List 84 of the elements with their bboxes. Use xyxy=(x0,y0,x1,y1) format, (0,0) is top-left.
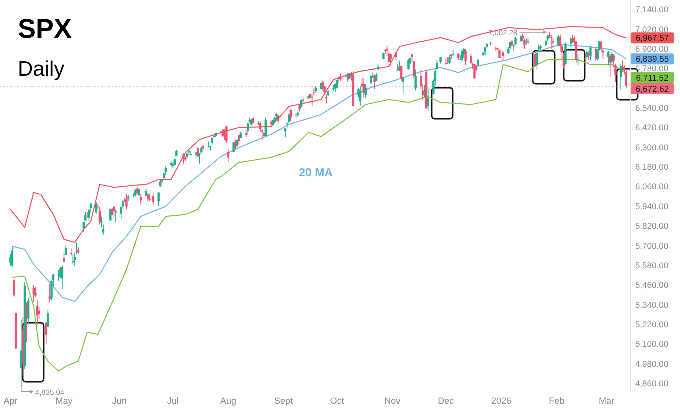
y-tick-label: 4,980.00 xyxy=(635,358,669,369)
y-tick-label: 5,940.00 xyxy=(635,201,669,212)
candlestick xyxy=(558,34,560,48)
y-tick-label: 5,220.00 xyxy=(635,319,669,330)
y-tick-label: 6,180.00 xyxy=(635,162,669,172)
candlestick xyxy=(536,50,538,70)
candlestick xyxy=(26,302,28,342)
candlestick xyxy=(384,48,387,54)
y-tick-label: 5,820.00 xyxy=(635,221,669,232)
candlestick xyxy=(13,278,16,298)
text: 20 MA xyxy=(299,168,333,180)
x-tick-label: Dec xyxy=(438,396,455,406)
candlestick xyxy=(290,109,292,122)
candlestick xyxy=(197,146,200,158)
candlestick xyxy=(590,46,592,62)
annotation: 6,967.57 xyxy=(636,33,670,44)
y-tick-label: 5,580.00 xyxy=(635,260,669,270)
text: SPX xyxy=(18,14,72,44)
candlestick xyxy=(414,69,417,92)
candlestick xyxy=(611,52,614,64)
y-tick-label: 6,060.00 xyxy=(635,182,669,192)
x-tick-label: Mar xyxy=(599,396,615,406)
y-tick-label: 7,140.00 xyxy=(635,4,669,15)
candlestick xyxy=(502,50,504,62)
y-tick-label: 6,900.00 xyxy=(635,44,669,54)
x-tick-label: May xyxy=(56,396,74,406)
candlestick xyxy=(408,58,410,70)
candlestick xyxy=(461,48,464,62)
text: Daily xyxy=(18,58,66,81)
y-tick-label: 6,540.00 xyxy=(635,102,669,113)
candlestick xyxy=(402,76,404,94)
candlestick xyxy=(584,54,586,66)
x-tick-label: Sept xyxy=(274,396,294,406)
candlestick xyxy=(390,53,392,66)
candlestick xyxy=(34,286,37,298)
candlestick xyxy=(209,146,212,152)
candlestick xyxy=(552,38,554,49)
candlestick xyxy=(264,117,268,136)
y-tick-label: 5,460.00 xyxy=(635,280,669,290)
ref-line-label: 6,672.62 xyxy=(636,84,670,94)
candlestick xyxy=(524,38,526,50)
y-tick-label: 7,020.00 xyxy=(635,24,669,34)
candlestick xyxy=(364,84,367,98)
x-tick-label: Oct xyxy=(330,396,345,406)
annotation: 6,839.55 xyxy=(636,54,670,64)
candlestick xyxy=(61,265,64,290)
candlestick xyxy=(577,54,580,66)
candlestick xyxy=(63,252,66,264)
candlestick xyxy=(47,310,50,328)
x-tick-label: Jul xyxy=(167,396,179,406)
y-tick-label: 6,300.00 xyxy=(635,142,669,152)
x-tick-label: Aug xyxy=(220,396,236,406)
candlestick xyxy=(470,54,472,66)
x-tick-label: 2026 xyxy=(491,396,512,406)
candlestick xyxy=(227,149,230,162)
y-tick-label: 5,700.00 xyxy=(635,240,669,251)
y-tick-label: 4,860.00 xyxy=(635,378,669,389)
candlestick xyxy=(464,48,467,66)
annotation: 6,711.52 xyxy=(636,72,669,83)
y-tick-label: 5,100.00 xyxy=(635,339,669,350)
candlestick xyxy=(246,123,250,136)
y-tick-label: 6,420.00 xyxy=(635,122,669,133)
candlestick xyxy=(361,78,364,94)
candlestick xyxy=(158,192,160,206)
candlestick xyxy=(362,78,366,98)
candlestick xyxy=(424,84,426,98)
candlestick xyxy=(88,208,90,222)
candlestick xyxy=(336,78,338,90)
line-series xyxy=(12,44,627,302)
x-tick-label: Jun xyxy=(112,396,127,406)
x-tick-label: Nov xyxy=(384,396,402,406)
x-tick-label: Feb xyxy=(549,396,565,406)
candlestick xyxy=(359,86,362,107)
candlestick xyxy=(226,126,228,144)
candlestick xyxy=(182,153,185,164)
y-tick-label: 5,340.00 xyxy=(635,300,669,310)
candlestick xyxy=(284,128,287,138)
candlestick xyxy=(570,37,572,48)
candlestick xyxy=(238,134,240,146)
candlestick xyxy=(302,98,304,102)
candlestick xyxy=(427,87,430,112)
y-tick-label: 6,780.00 xyxy=(635,64,669,74)
x-tick-label: Apr xyxy=(4,396,18,406)
candlestick xyxy=(564,42,567,66)
